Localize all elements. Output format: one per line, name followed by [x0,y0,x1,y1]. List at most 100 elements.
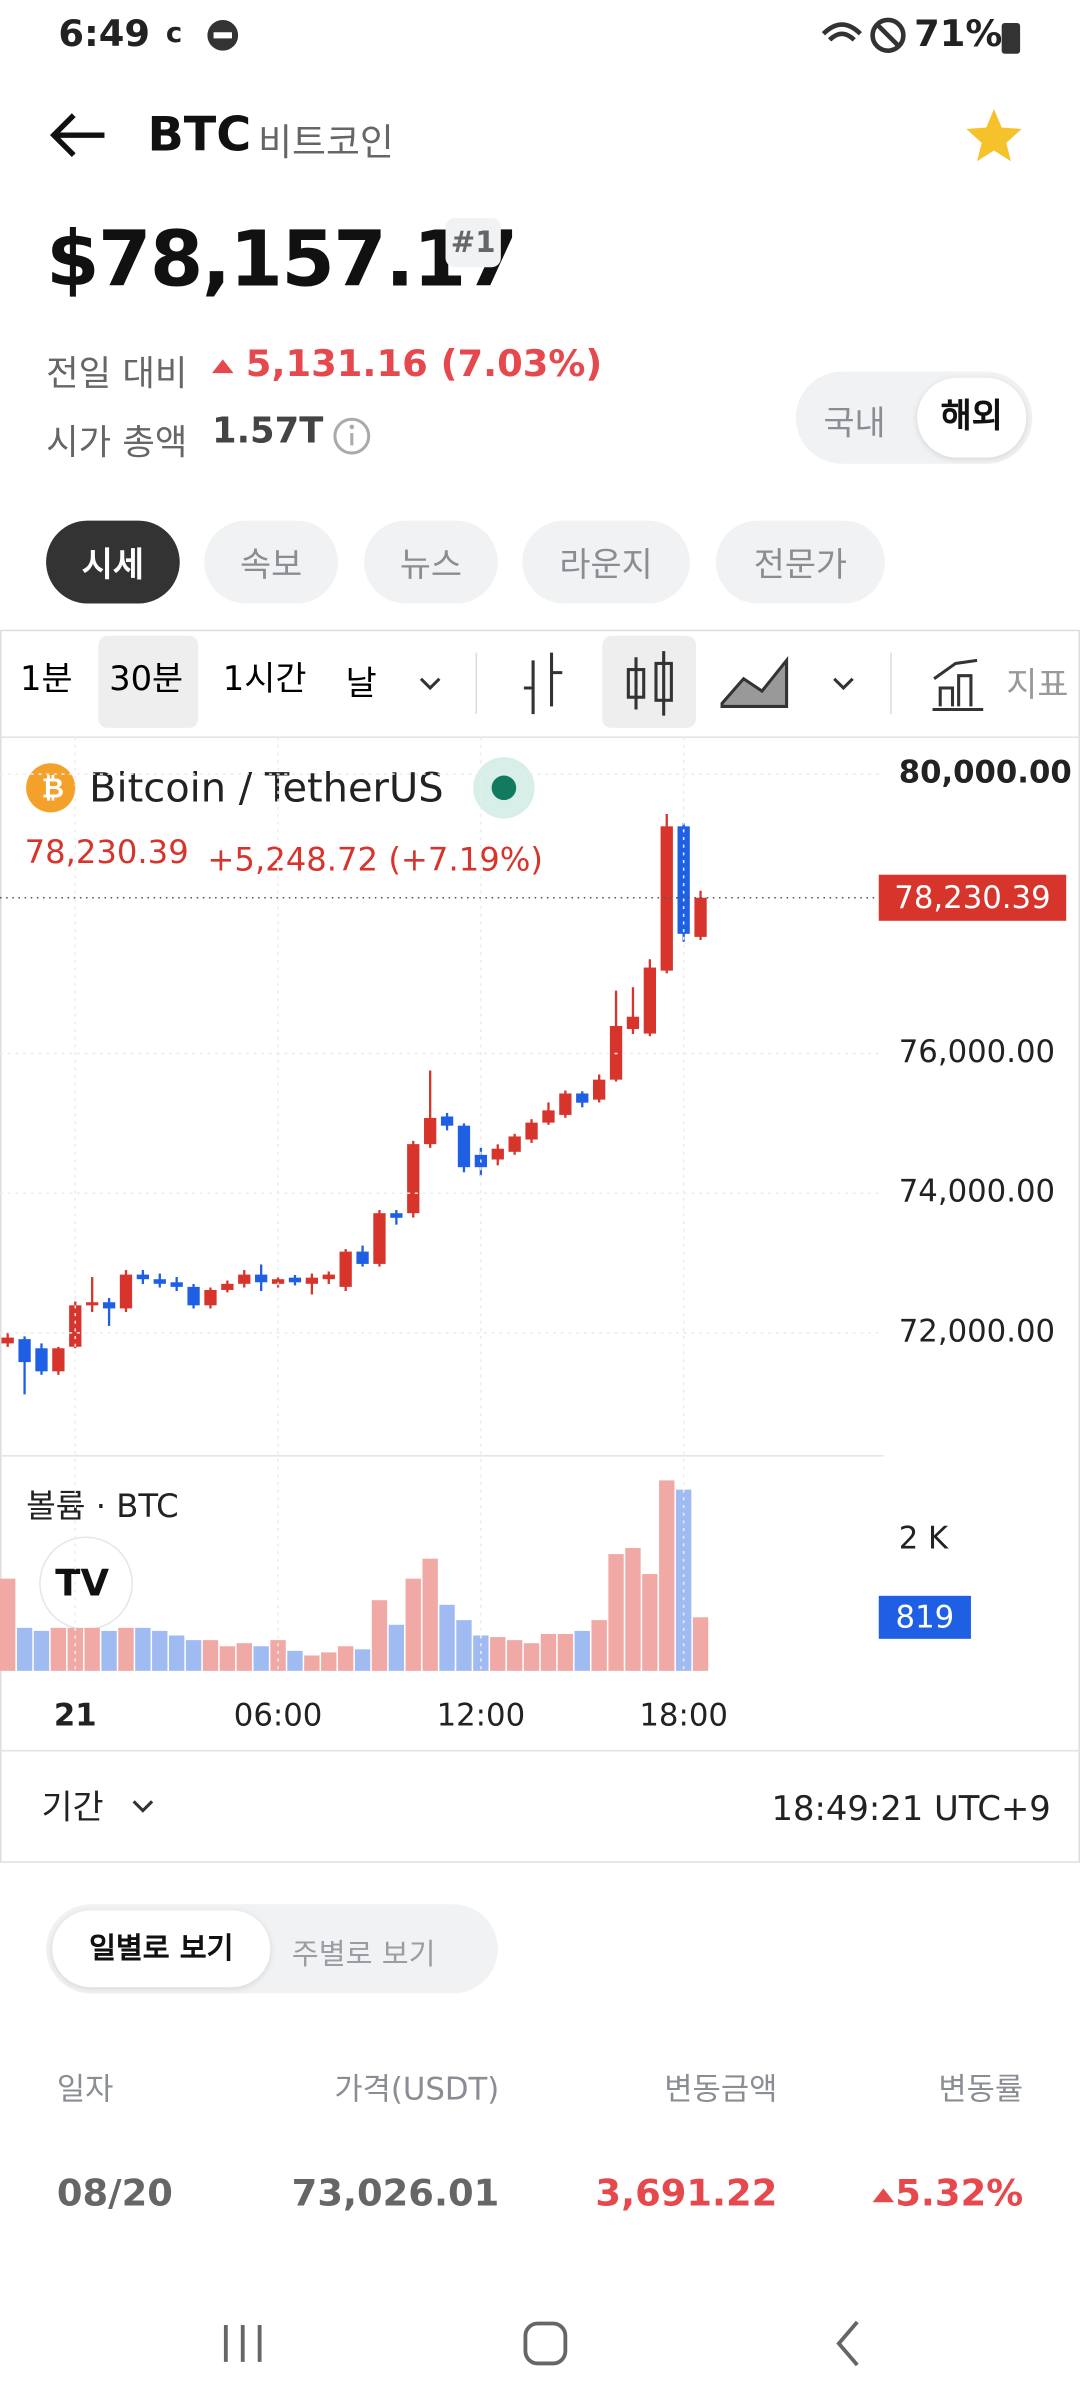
interval-day[interactable]: 날 [346,663,377,702]
table-cell-change: 3,691.22 [595,2171,778,2215]
market-cap-label: 시가 총액 [46,423,188,464]
candle-body [643,967,657,1034]
battery-icon [1001,23,1021,54]
table-cell-rate: 5.32% [895,2171,1024,2215]
candle-body [305,1277,319,1284]
candle-body [390,1213,403,1218]
weekly-view[interactable]: 주별로 보기 [291,1938,436,1972]
volume-bar [50,1627,67,1671]
volume-bar [33,1630,50,1671]
candle-body [170,1282,183,1287]
volume-bar [422,1558,438,1671]
candle-body [288,1277,302,1283]
candle-body [18,1339,31,1363]
interval-1h[interactable]: 1시간 [223,659,307,698]
last-price-tag-label: 78,230.39 [894,880,1050,916]
volume-bar [523,1643,540,1671]
candle-body [593,1079,606,1100]
candle-body [356,1251,369,1264]
volume-bar [591,1620,607,1671]
candle-body [69,1305,82,1347]
back-button[interactable] [46,107,111,162]
volume-bar [152,1630,168,1671]
interval-30m[interactable]: 30분 [109,659,183,698]
last-volume-tag [878,1595,971,1639]
tradingview-logo-glyph: TV [55,1561,109,1604]
domestic-option[interactable]: 국내 [823,405,886,444]
chart-clock: 18:49:21 UTC+9 [772,1789,1051,1828]
period-label[interactable]: 기간 [41,1788,103,1827]
candle-body [52,1348,65,1372]
tab-lounge[interactable]: 라운지 [522,520,690,604]
candle-body [626,1016,640,1030]
table-cell-date: 08/20 [56,2171,173,2215]
favorite-star[interactable] [963,106,1024,164]
indicator-icon[interactable] [932,658,984,712]
bar-style-icon[interactable] [523,652,563,715]
volume-bar [16,1627,33,1671]
y-tick-label: 76,000.00 [899,1034,1055,1070]
info-icon[interactable] [330,415,373,458]
candle-body [322,1274,335,1280]
volume-bar [270,1640,286,1671]
status-icons: c [166,16,239,51]
volume-bar [0,1578,16,1671]
overseas-option[interactable]: 해외 [917,377,1027,458]
volume-bar [185,1640,202,1671]
style-dropdown[interactable] [833,677,854,691]
last-price-tag [878,874,1067,921]
volume-label: 볼륨 · BTC [26,1487,179,1525]
nav-recent[interactable] [223,2325,262,2362]
table-header: 가격(USDT) [334,2070,500,2107]
volume-bar [456,1620,472,1671]
daily-view[interactable]: 일별로 보기 [52,1910,271,1988]
candle-style-icon-body [626,668,646,699]
volume-bar [202,1640,219,1671]
candle-body [694,897,707,937]
candle-body [271,1279,285,1284]
candle-body [457,1125,471,1168]
volume-bar [304,1655,320,1671]
volume-bar [490,1637,506,1671]
volume-bar [101,1630,117,1671]
candle-body [204,1289,217,1306]
candle-body [508,1136,521,1152]
tab-expert[interactable]: 전문가 [715,520,885,604]
x-tick-label: 06:00 [234,1697,323,1733]
candle-body [221,1283,234,1290]
candle-style-icon-body [654,661,673,702]
volume-bar [67,1627,83,1671]
table-header: 변동금액 [664,2070,778,2107]
volume-bar [135,1627,151,1671]
nav-back[interactable] [836,2320,859,2367]
ohlc-change: +5,248.72 (+7.19%) [207,841,543,879]
tab-news[interactable]: 뉴스 [364,520,498,604]
candle-body [440,1116,454,1126]
tab-price[interactable]: 시세 [46,520,180,604]
chart-title: Bitcoin / TetherUS [89,765,443,811]
volume-bar [388,1624,405,1671]
volume-bar [557,1633,574,1671]
candle-body [1,1337,14,1344]
area-style-icon[interactable] [720,655,789,708]
volume-bar [692,1617,709,1671]
candle-body [187,1286,200,1306]
volume-bar [405,1578,421,1671]
coin-name: 비트코인 [258,121,394,165]
candle-body [86,1302,99,1306]
volume-bar [253,1646,269,1671]
volume-bar [371,1600,388,1671]
chart-frame [0,629,1080,1863]
indicator-label[interactable]: 지표 [1006,665,1068,704]
period-dropdown[interactable] [132,1800,154,1813]
volume-tick-label: 2 K [899,1521,949,1557]
tab-breaking[interactable]: 속보 [204,520,338,604]
interval-dropdown[interactable] [419,677,441,691]
chart: 1분 30분 1시간 날 지표 ₿ Bitcoin / TetherUS 78,… [0,629,1080,1863]
nav-home[interactable] [523,2321,568,2366]
candle-body [677,826,690,934]
volume-bar [337,1646,354,1671]
interval-1m[interactable]: 1분 [20,659,73,698]
